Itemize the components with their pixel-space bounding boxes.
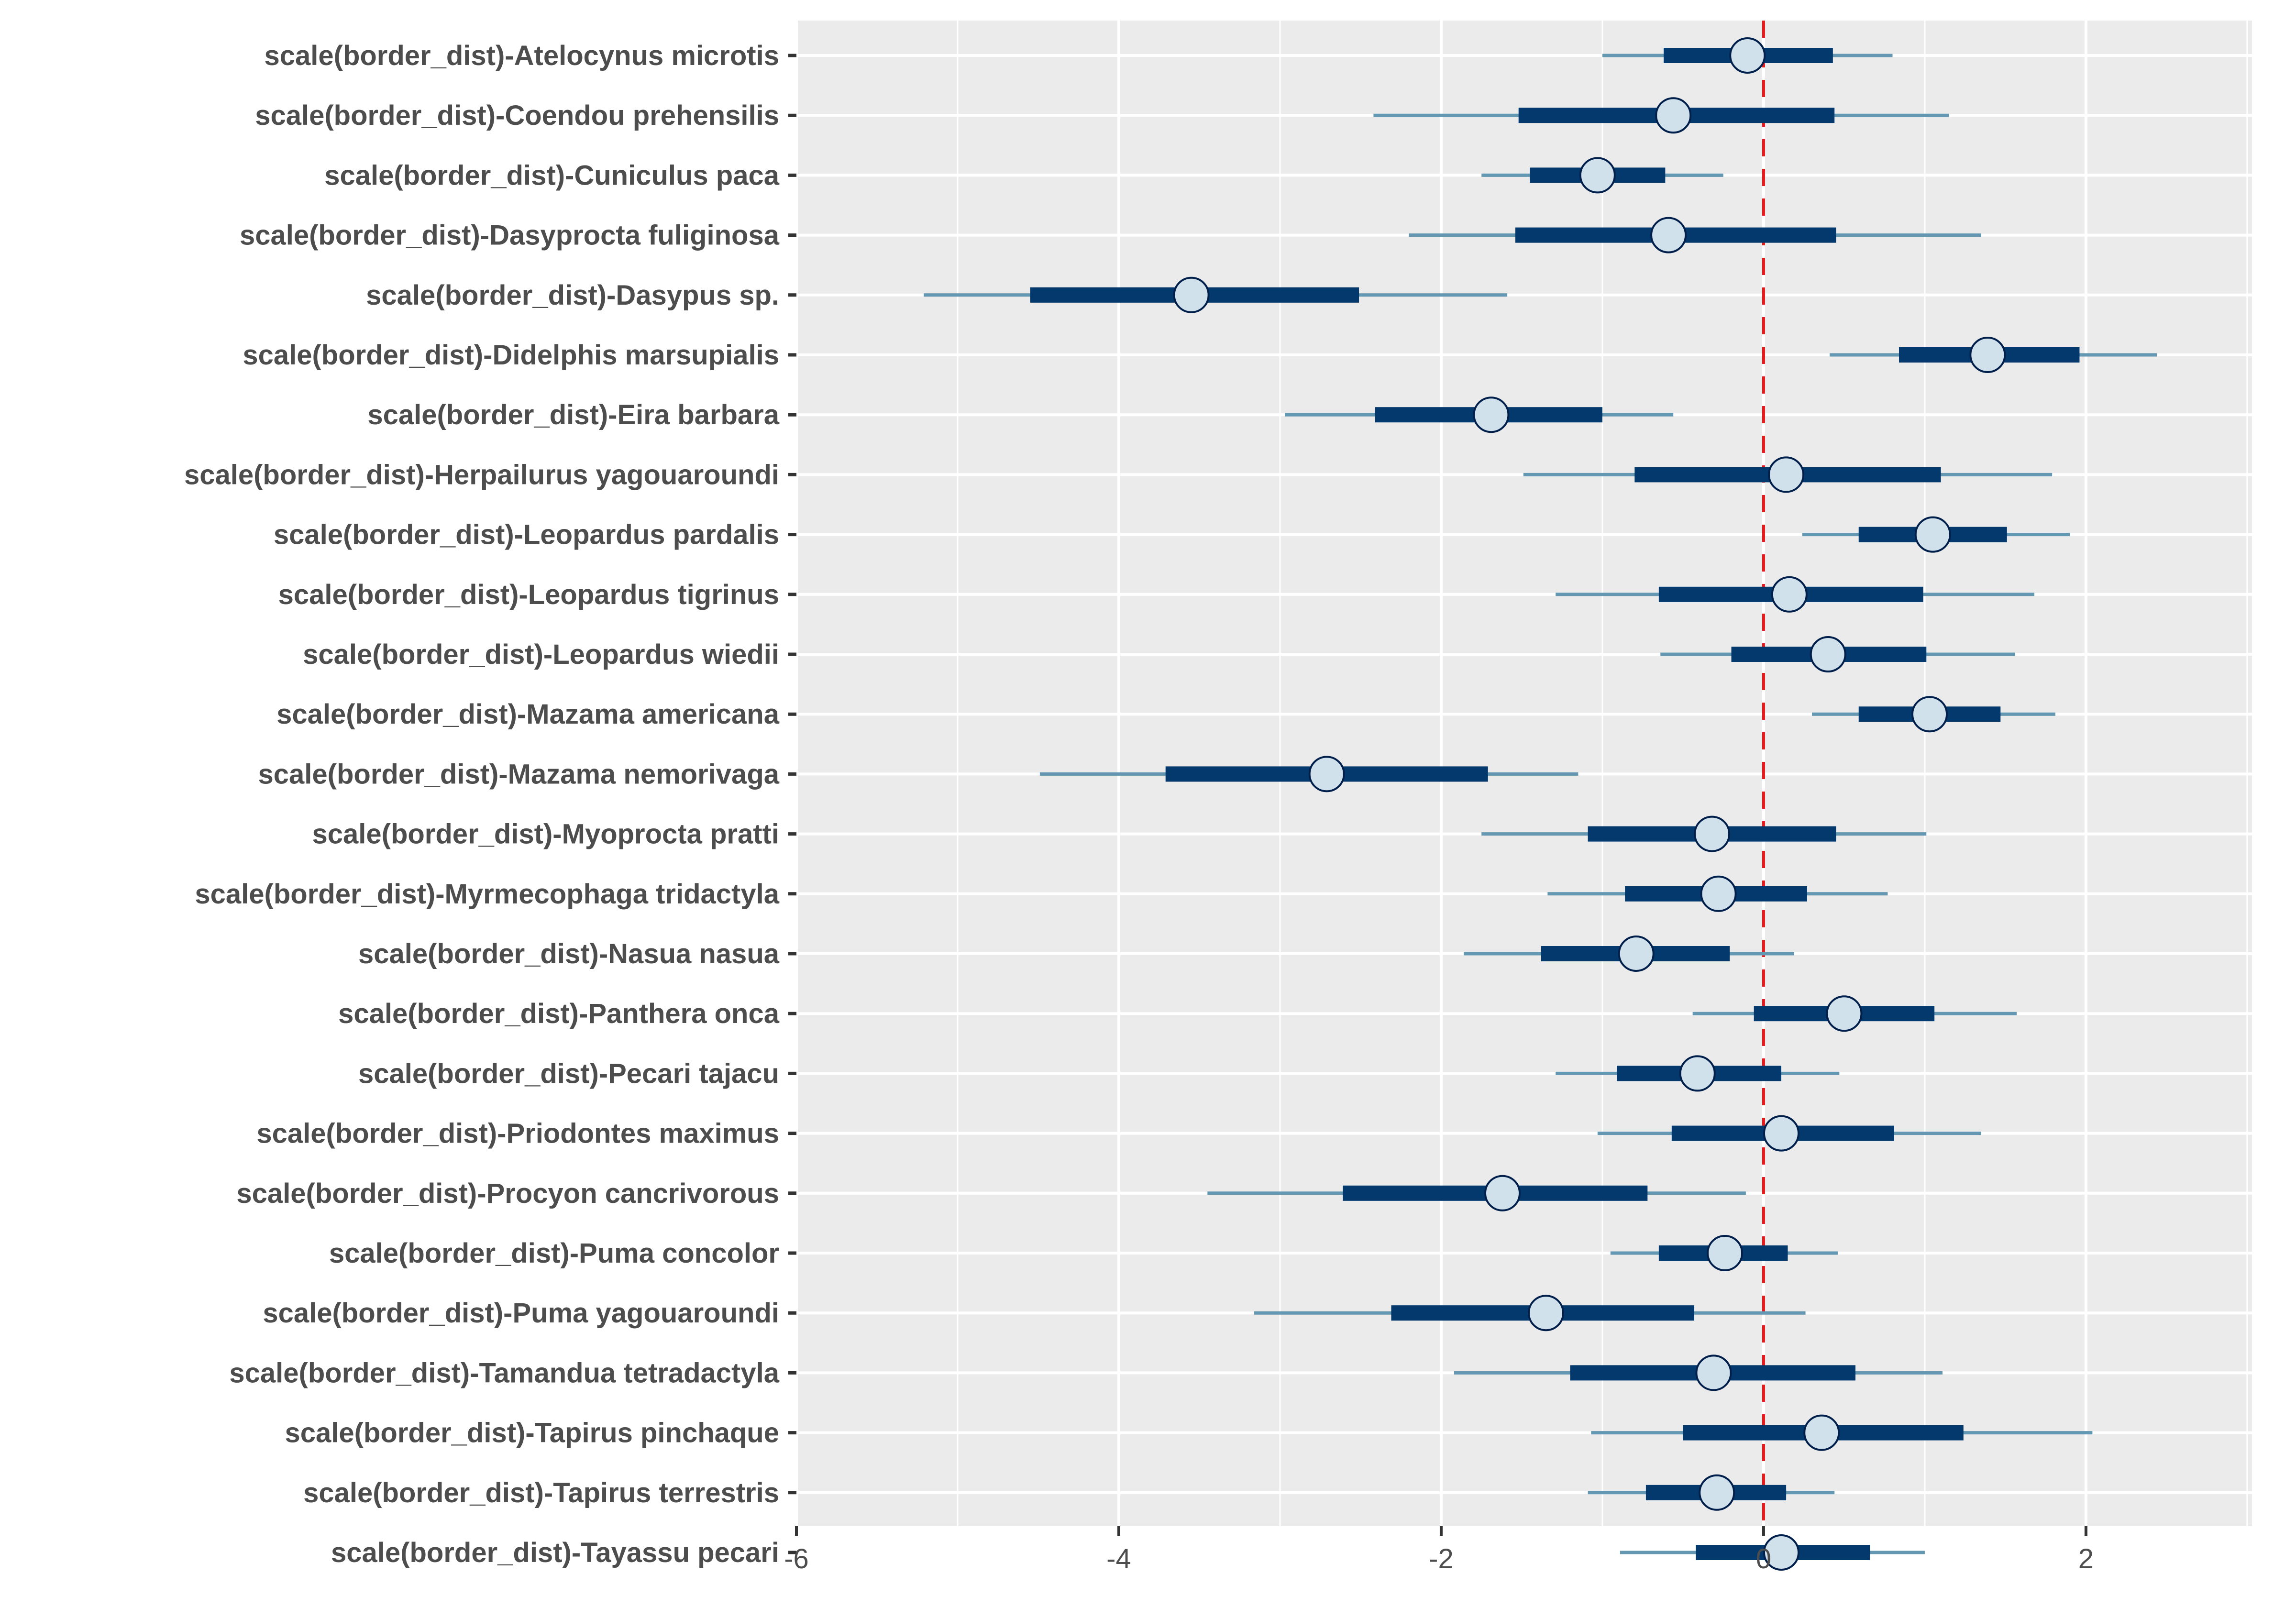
y-tick-label: scale(border_dist)-Procyon cancrivorous — [236, 1178, 779, 1209]
x-tick-label: -4 — [1106, 1543, 1131, 1574]
y-tick-label: scale(border_dist)-Myrmecophaga tridacty… — [195, 879, 779, 910]
point-estimate — [1473, 396, 1510, 433]
y-tick-label: scale(border_dist)-Coendou prehensilis — [255, 100, 779, 131]
point-estimate — [1914, 516, 1951, 553]
x-axis: -6 -4 -2 0 2 — [784, 1526, 2094, 1574]
point-estimate — [1768, 456, 1805, 493]
y-tick-label: scale(border_dist)-Leopardus tigrinus — [278, 579, 779, 610]
y-axis: scale(border_dist)-Atelocynus microtis sc… — [184, 40, 796, 1568]
point-estimate — [1969, 337, 2006, 373]
y-tick-label: scale(border_dist)-Leopardus wiedii — [303, 639, 779, 670]
y-tick-label: scale(border_dist)-Tamandua tetradactyla — [229, 1357, 779, 1388]
x-tick-label: -6 — [784, 1543, 809, 1574]
x-tick-label: 2 — [2078, 1543, 2094, 1574]
y-tick-label: scale(border_dist)-Puma yagouaroundi — [263, 1298, 779, 1329]
y-tick-label: scale(border_dist)-Panthera onca — [338, 998, 780, 1029]
point-estimate — [1484, 1175, 1521, 1211]
y-tick-label: scale(border_dist)-Pecari tajacu — [358, 1058, 779, 1089]
y-tick-label: scale(border_dist)-Didelphis marsupialis — [243, 340, 779, 371]
point-estimate — [1618, 936, 1655, 972]
point-estimate — [1527, 1295, 1564, 1332]
point-estimate — [1763, 1534, 1799, 1571]
point-estimate — [1579, 157, 1616, 194]
point-estimate — [1911, 696, 1948, 733]
y-tick-label: scale(border_dist)-Nasua nasua — [358, 938, 780, 969]
point-estimate — [1679, 1055, 1716, 1092]
y-tick-label: scale(border_dist)-Eira barbara — [367, 399, 779, 430]
point-estimate — [1810, 636, 1846, 672]
y-tick-label: scale(border_dist)-Leopardus pardalis — [274, 519, 779, 550]
point-estimate — [1173, 276, 1210, 313]
point-estimate — [1655, 97, 1692, 134]
point-estimate — [1763, 1115, 1799, 1152]
point-estimate — [1803, 1414, 1840, 1451]
point-estimate — [1695, 1354, 1732, 1391]
y-tick-label: scale(border_dist)-Tapirus terrestris — [303, 1477, 779, 1508]
y-tick-label: scale(border_dist)-Cuniculus paca — [324, 160, 780, 191]
y-tick-label: scale(border_dist)-Priodontes maximus — [256, 1118, 779, 1149]
point-estimate — [1729, 37, 1766, 74]
x-tick-label: -2 — [1429, 1543, 1454, 1574]
x-tick-label: 0 — [1756, 1543, 1771, 1574]
point-estimate — [1699, 1474, 1735, 1511]
y-tick-label: scale(border_dist)-Dasypus sp. — [366, 280, 779, 311]
y-tick-label: scale(border_dist)-Mazama nemorivaga — [258, 759, 780, 790]
point-estimate — [1650, 217, 1687, 253]
y-tick-label: scale(border_dist)-Tapirus pinchaque — [285, 1418, 779, 1449]
point-estimate — [1707, 1235, 1744, 1271]
point-estimate — [1694, 815, 1731, 852]
y-tick-label: scale(border_dist)-Myoprocta pratti — [312, 819, 779, 850]
point-estimate — [1700, 875, 1737, 912]
y-tick-label: scale(border_dist)-Puma concolor — [329, 1238, 779, 1269]
y-tick-label: scale(border_dist)-Herpailurus yagouarou… — [184, 459, 779, 490]
y-tick-label: scale(border_dist)-Tayassu pecari — [331, 1537, 779, 1568]
point-estimate — [1308, 756, 1345, 792]
point-estimate — [1826, 995, 1863, 1032]
y-tick-label: scale(border_dist)-Dasyprocta fuliginosa — [240, 220, 780, 251]
point-estimate — [1771, 576, 1808, 613]
y-tick-label: scale(border_dist)-Mazama americana — [276, 699, 780, 730]
point-estimates — [1173, 37, 2006, 1571]
y-tick-label: scale(border_dist)-Atelocynus microtis — [264, 40, 779, 71]
